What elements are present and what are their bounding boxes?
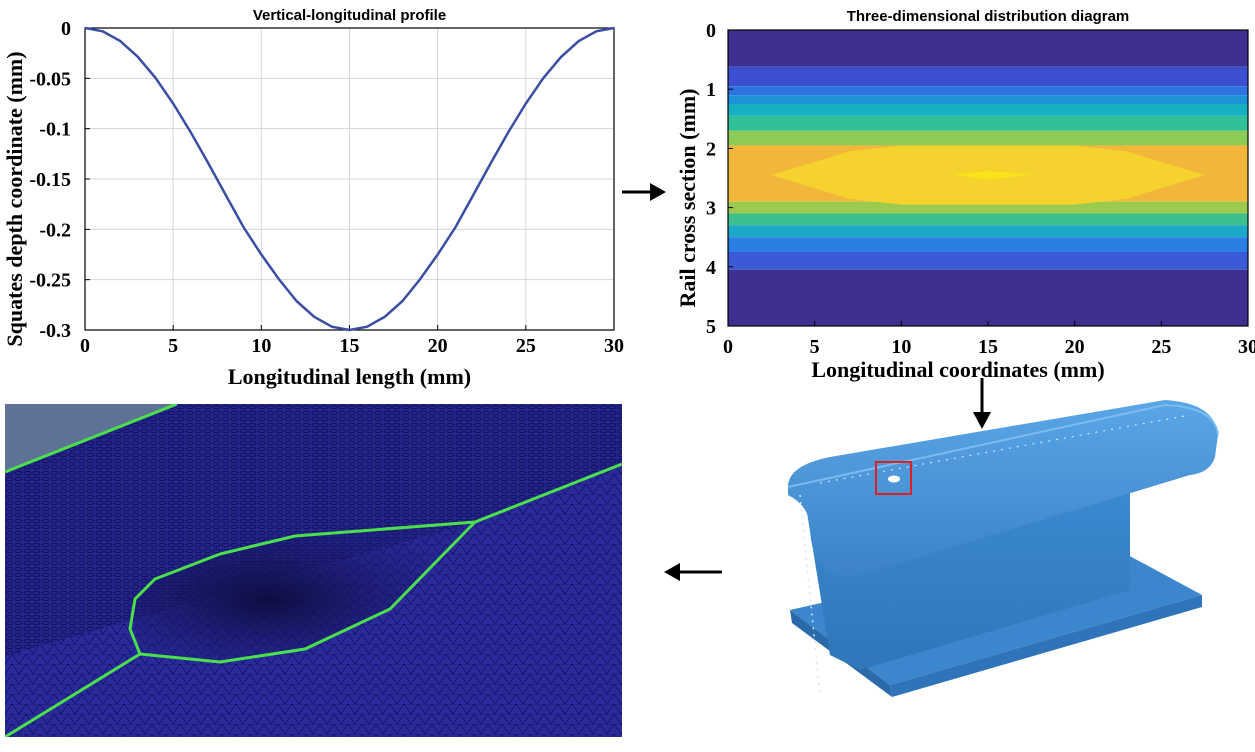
x-tick-label: 25 <box>516 335 536 357</box>
rail-3d-render <box>770 395 1230 747</box>
heatmap-band <box>728 115 1248 131</box>
heatmap-band <box>728 66 1248 87</box>
arrow-left-icon <box>664 563 722 581</box>
distribution-chart-panel: 0 5 10 15 20 25 30 0 1 2 3 4 5 Three-dimensional dist… <box>665 0 1255 395</box>
heatmap-band <box>728 269 1248 326</box>
y-tick-label: -0.15 <box>29 169 71 191</box>
y-tick-label: 1 <box>706 79 716 101</box>
heatmap-band <box>728 213 1248 226</box>
y-tick-label: 0 <box>706 20 716 42</box>
chart-title: Three-dimensional distribution diagram <box>847 8 1130 25</box>
y-tick-label: -0.05 <box>29 68 71 90</box>
x-tick-label: 10 <box>891 336 911 358</box>
heatmap-band <box>728 225 1248 238</box>
x-tick-label: 25 <box>1151 336 1171 358</box>
arrow-down-icon <box>973 378 991 429</box>
x-axis-label: Longitudinal length (mm) <box>228 364 471 389</box>
y-tick-label: -0.2 <box>39 219 71 241</box>
heatmap-band <box>728 86 1248 96</box>
x-tick-label: 0 <box>80 335 90 357</box>
profile-chart-panel: 0 5 10 15 20 25 30 0 -0.05 -0.1 -0.15 -0.2 -0.25 -0.3… <box>0 0 640 395</box>
arrow-right-icon <box>622 183 666 201</box>
x-tick-label: 10 <box>251 335 271 357</box>
x-tick-label: 30 <box>604 335 624 357</box>
y-tick-label: -0.1 <box>39 119 71 141</box>
squat-mesh-image <box>4 402 623 739</box>
rail-model-image <box>787 400 1219 697</box>
y-tick-label: 0 <box>61 18 71 40</box>
heatmap-band <box>728 252 1248 270</box>
x-tick-label: 20 <box>428 335 448 357</box>
heatmap-band <box>728 237 1248 252</box>
heatmap-band <box>728 95 1248 104</box>
x-tick-label: 30 <box>1238 336 1255 358</box>
chart-title: Vertical-longitudinal profile <box>253 7 446 24</box>
y-tick-label: 4 <box>706 257 716 279</box>
x-tick-label: 5 <box>168 335 178 357</box>
y-tick-label: 5 <box>706 316 716 338</box>
y-axis-label: Squates depth coordinate (mm) <box>2 51 27 346</box>
x-tick-label: 15 <box>340 335 360 357</box>
x-tick-label: 15 <box>978 336 998 358</box>
y-tick-label: -0.25 <box>29 270 71 292</box>
x-axis-label: Longitudinal coordinates (mm) <box>811 357 1104 382</box>
y-axis-label: Rail cross section (mm) <box>675 89 700 308</box>
y-tick-label: 2 <box>706 138 716 160</box>
heatmap-band <box>728 104 1248 116</box>
heatmap-band <box>728 130 1248 146</box>
x-tick-label: 0 <box>723 336 733 358</box>
heatmap-band <box>728 30 1248 67</box>
profile-chart: 0 5 10 15 20 25 30 0 -0.05 -0.1 -0.15 -0.2 -0.25 -0.3… <box>2 7 624 389</box>
y-tick-label: 3 <box>706 198 716 220</box>
heatmap-band <box>728 201 1248 214</box>
heatmap-peak <box>953 170 1032 180</box>
x-tick-label: 5 <box>810 336 820 358</box>
mesh-detail-render <box>4 402 623 739</box>
series-line <box>84 26 615 332</box>
y-tick-label: -0.3 <box>39 320 71 342</box>
x-tick-label: 20 <box>1065 336 1085 358</box>
